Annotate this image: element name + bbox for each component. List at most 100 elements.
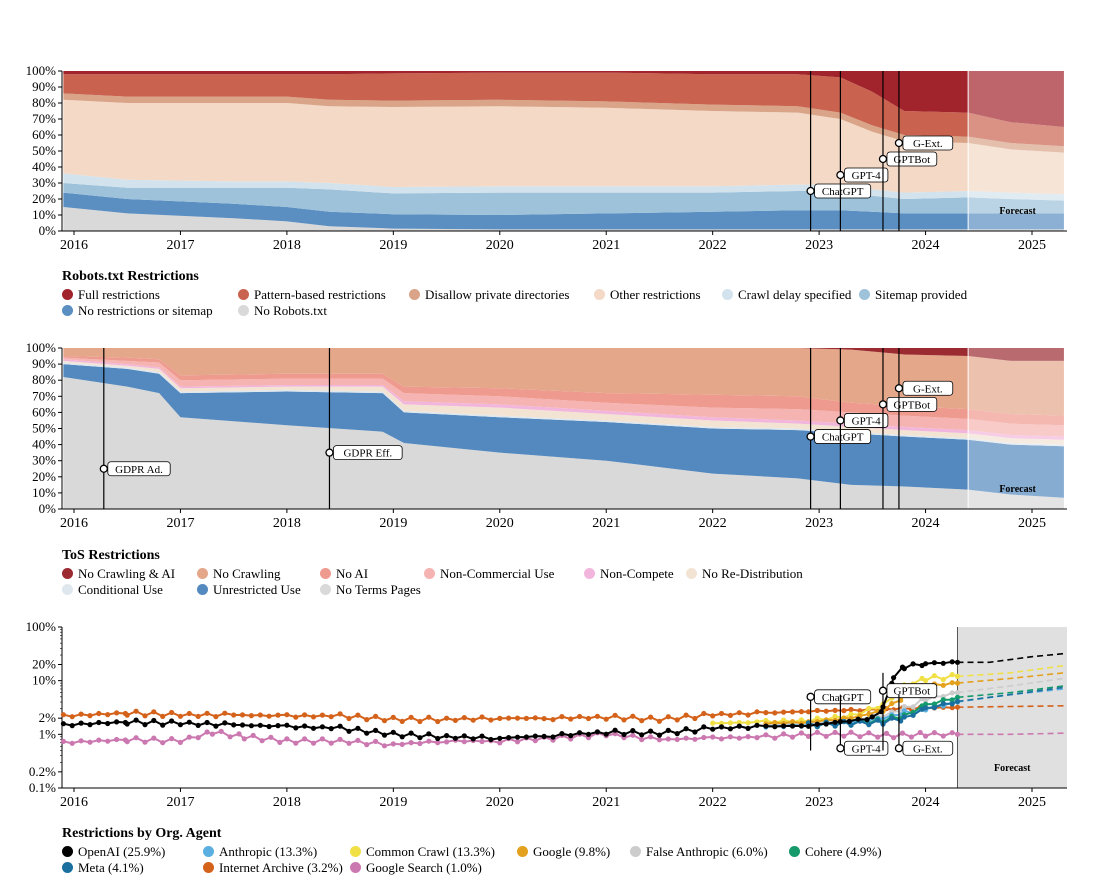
agents-point-openai: [612, 727, 618, 733]
agents-point-gsearch: [268, 734, 274, 740]
agents-point-openai: [302, 723, 308, 729]
agents-point-gsearch: [277, 739, 283, 745]
agents-point-archive: [266, 713, 272, 719]
agents-point-openai: [248, 723, 254, 729]
agents-point-gsearch: [142, 739, 148, 745]
agents-point-archive: [692, 715, 698, 722]
agents-point-openai: [891, 675, 897, 681]
agents-point-gsearch: [841, 733, 847, 739]
agents-point-archive: [275, 712, 281, 718]
robots-legend-swatch: [859, 289, 870, 300]
agents-point-archive: [310, 714, 317, 720]
tos-legend-swatch: [197, 584, 208, 595]
agents-point-openai: [364, 730, 370, 736]
tos-event-box: [902, 380, 954, 396]
agents-point-openai: [514, 734, 521, 740]
agents-point-openai: [231, 722, 237, 728]
agents-point-gsearch: [355, 737, 361, 743]
tos-event-marker: [836, 416, 845, 425]
agents-point-meta: [832, 723, 838, 729]
agents-point-gsearch: [532, 738, 538, 744]
agents-point-gsearch: [949, 730, 955, 736]
agents-point-archive: [60, 712, 66, 718]
agents-legend-label: Internet Archive (3.2%): [219, 860, 343, 875]
robots-event-box: [844, 167, 889, 183]
tos-legend-swatch: [686, 568, 697, 579]
agents-point-archive: [585, 715, 592, 722]
agents-point-archive: [612, 712, 618, 718]
agents-point-archive: [497, 715, 503, 721]
agents-point-openai: [674, 731, 680, 737]
agents-point-archive: [231, 712, 237, 718]
x-tick-label-2019: 2019: [379, 238, 407, 253]
tos-legend-swatch: [62, 568, 73, 579]
agents-legend-item: Internet Archive (3.2%): [203, 860, 350, 876]
tos-y-tick-label: 20%: [32, 469, 56, 484]
agents-point-commoncrawl: [949, 672, 955, 678]
agents-forecast-falseanthropic: [957, 677, 1065, 694]
agents-point-openai: [408, 730, 414, 736]
agents-legend-item: Cohere (4.9%): [789, 844, 889, 860]
tos-event-marker: [325, 448, 334, 457]
robots-legend-item: Full restrictions: [62, 287, 238, 303]
agents-point-archive: [727, 712, 734, 718]
agents-point-gsearch: [105, 738, 111, 744]
agents-y-tick-label: 1%: [39, 726, 57, 741]
agents-point-gsearch: [908, 734, 915, 740]
agents-point-openai: [603, 731, 609, 737]
agents-point-gsearch: [461, 739, 467, 745]
agents-point-archive: [96, 710, 102, 717]
agents-point-gsearch: [426, 738, 432, 744]
agents-y-tick-label: 100%: [26, 619, 57, 634]
tos-area-tos_noncomm: [63, 357, 1064, 437]
agents-legend-row: OpenAI (25.9%) Anthropic (13.3%) Common Cr…: [62, 844, 889, 860]
agents-point-openai: [789, 723, 796, 729]
agents-legend-title: Restrictions by Org. Agent: [62, 826, 222, 841]
robots-area-pattern: [63, 72, 1064, 147]
tos-legend-item: No Re-Distribution: [686, 566, 826, 582]
agents-point-openai: [745, 725, 751, 731]
agents-point-archive: [532, 715, 538, 721]
x-tick-label-2016: 2016: [60, 238, 88, 253]
agents-event-box: [844, 740, 889, 756]
agents-point-google: [789, 719, 796, 725]
agents-point-openai: [805, 723, 812, 729]
robots-y-tick-label: 60%: [32, 127, 56, 142]
agents-forecast-panel: [957, 627, 1067, 788]
agents-point-gsearch: [639, 737, 645, 743]
robots-legend-item: No Robots.txt: [238, 303, 358, 319]
agents-point-gsearch: [891, 735, 897, 741]
agents-point-openai: [585, 731, 592, 737]
agents-point-archive: [78, 711, 84, 717]
agents-point-archive: [470, 717, 476, 723]
agents-point-archive: [346, 715, 352, 722]
agents-point-archive: [133, 708, 139, 714]
agents-point-meta: [931, 705, 938, 711]
tos-legend-row: Conditional Use Unrestricted Use No Terms …: [62, 582, 826, 598]
agents-point-archive: [541, 716, 547, 722]
tos-legend-swatch: [584, 568, 595, 579]
x-tick-label-2018: 2018: [273, 516, 301, 531]
agents-point-openai: [506, 735, 512, 741]
agents-point-gsearch: [665, 736, 671, 742]
agents-point-openai: [855, 716, 861, 722]
x-tick-label-2016: 2016: [60, 795, 88, 810]
agents-point-gsearch: [899, 730, 906, 736]
agents-event-marker: [836, 744, 845, 753]
x-tick-label-2019: 2019: [379, 795, 407, 810]
agents-point-archive: [417, 718, 423, 725]
agents-point-openai: [736, 723, 742, 729]
robots-legend-label: No Robots.txt: [254, 303, 327, 318]
robots-chart: Forecast 100%90%80%70%60%50%40%30%20%10%0…: [26, 63, 1067, 253]
agents-point-gsearch: [736, 735, 742, 741]
agents-point-meta: [940, 701, 946, 707]
agents-point-archive: [857, 708, 863, 714]
x-tick-label-2024: 2024: [912, 238, 940, 253]
agents-point-openai: [239, 722, 246, 728]
agents-point-openai: [683, 726, 689, 732]
agents-point-gsearch: [250, 732, 256, 739]
agents-legend-label: Google Search (1.0%): [366, 860, 482, 875]
robots-event-marker: [878, 154, 888, 164]
agents-point-meta: [923, 705, 929, 711]
agents-point-archive: [559, 714, 565, 720]
